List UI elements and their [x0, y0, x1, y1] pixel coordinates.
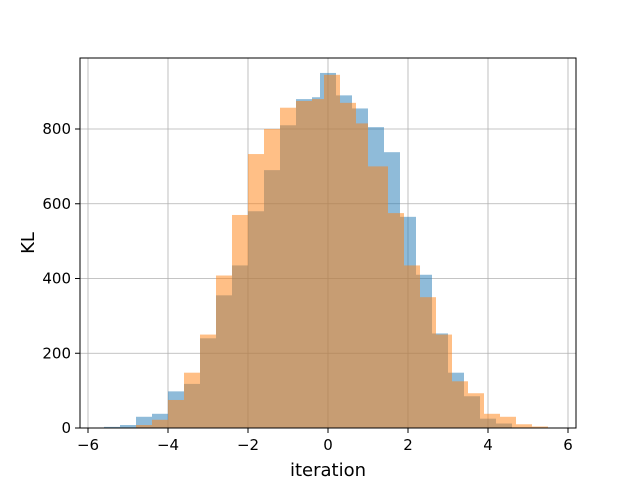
y-tick-label: 200 [42, 344, 71, 362]
histogram-bars [104, 72, 548, 429]
histogram-bar [296, 100, 312, 428]
x-tick-label: −2 [237, 436, 259, 454]
histogram-bar [152, 419, 168, 428]
histogram-bar [452, 381, 468, 428]
x-tick-label: 6 [563, 436, 573, 454]
histogram-bar [168, 399, 184, 428]
histogram-bar [184, 372, 200, 428]
histogram-bar [280, 107, 296, 429]
x-tick-label: 2 [403, 436, 413, 454]
histogram-bar [516, 424, 532, 428]
y-tick-label: 800 [42, 120, 71, 138]
histogram-bar [248, 154, 264, 428]
histogram-bar [200, 334, 216, 428]
x-tick-label: −4 [157, 436, 179, 454]
histogram-bar [356, 123, 368, 428]
histogram-bar [324, 74, 340, 429]
histogram-bar [436, 334, 452, 428]
histogram-bar [340, 102, 356, 429]
histogram-bar [120, 425, 136, 428]
x-tick-label: 0 [323, 436, 333, 454]
axis-ticks: −6 −4 −2 0 2 4 6 0 200 400 600 800 [42, 120, 572, 454]
y-tick-label: 600 [42, 195, 71, 213]
histogram-bar [136, 425, 152, 428]
y-tick-label: 400 [42, 270, 71, 288]
histogram-bar [312, 99, 324, 428]
histogram-bar [368, 166, 388, 428]
series-2 [136, 74, 548, 429]
histogram-bar [216, 275, 232, 428]
histogram-bar [136, 416, 152, 428]
histogram-bar [104, 426, 120, 428]
histogram-bar [388, 213, 404, 428]
x-tick-label: −6 [77, 436, 99, 454]
histogram-bar [264, 129, 280, 428]
x-axis-label: iteration [290, 460, 366, 480]
histogram-bar [484, 413, 500, 428]
histogram-bar [532, 426, 548, 428]
histogram-bar [468, 393, 484, 428]
y-axis-label: KL [18, 232, 39, 254]
histogram-bar [404, 265, 420, 428]
y-tick-label: 0 [61, 419, 71, 437]
x-tick-label: 4 [483, 436, 493, 454]
histogram-bar [232, 214, 248, 428]
histogram-bar [420, 297, 436, 428]
histogram-bar [500, 416, 516, 428]
